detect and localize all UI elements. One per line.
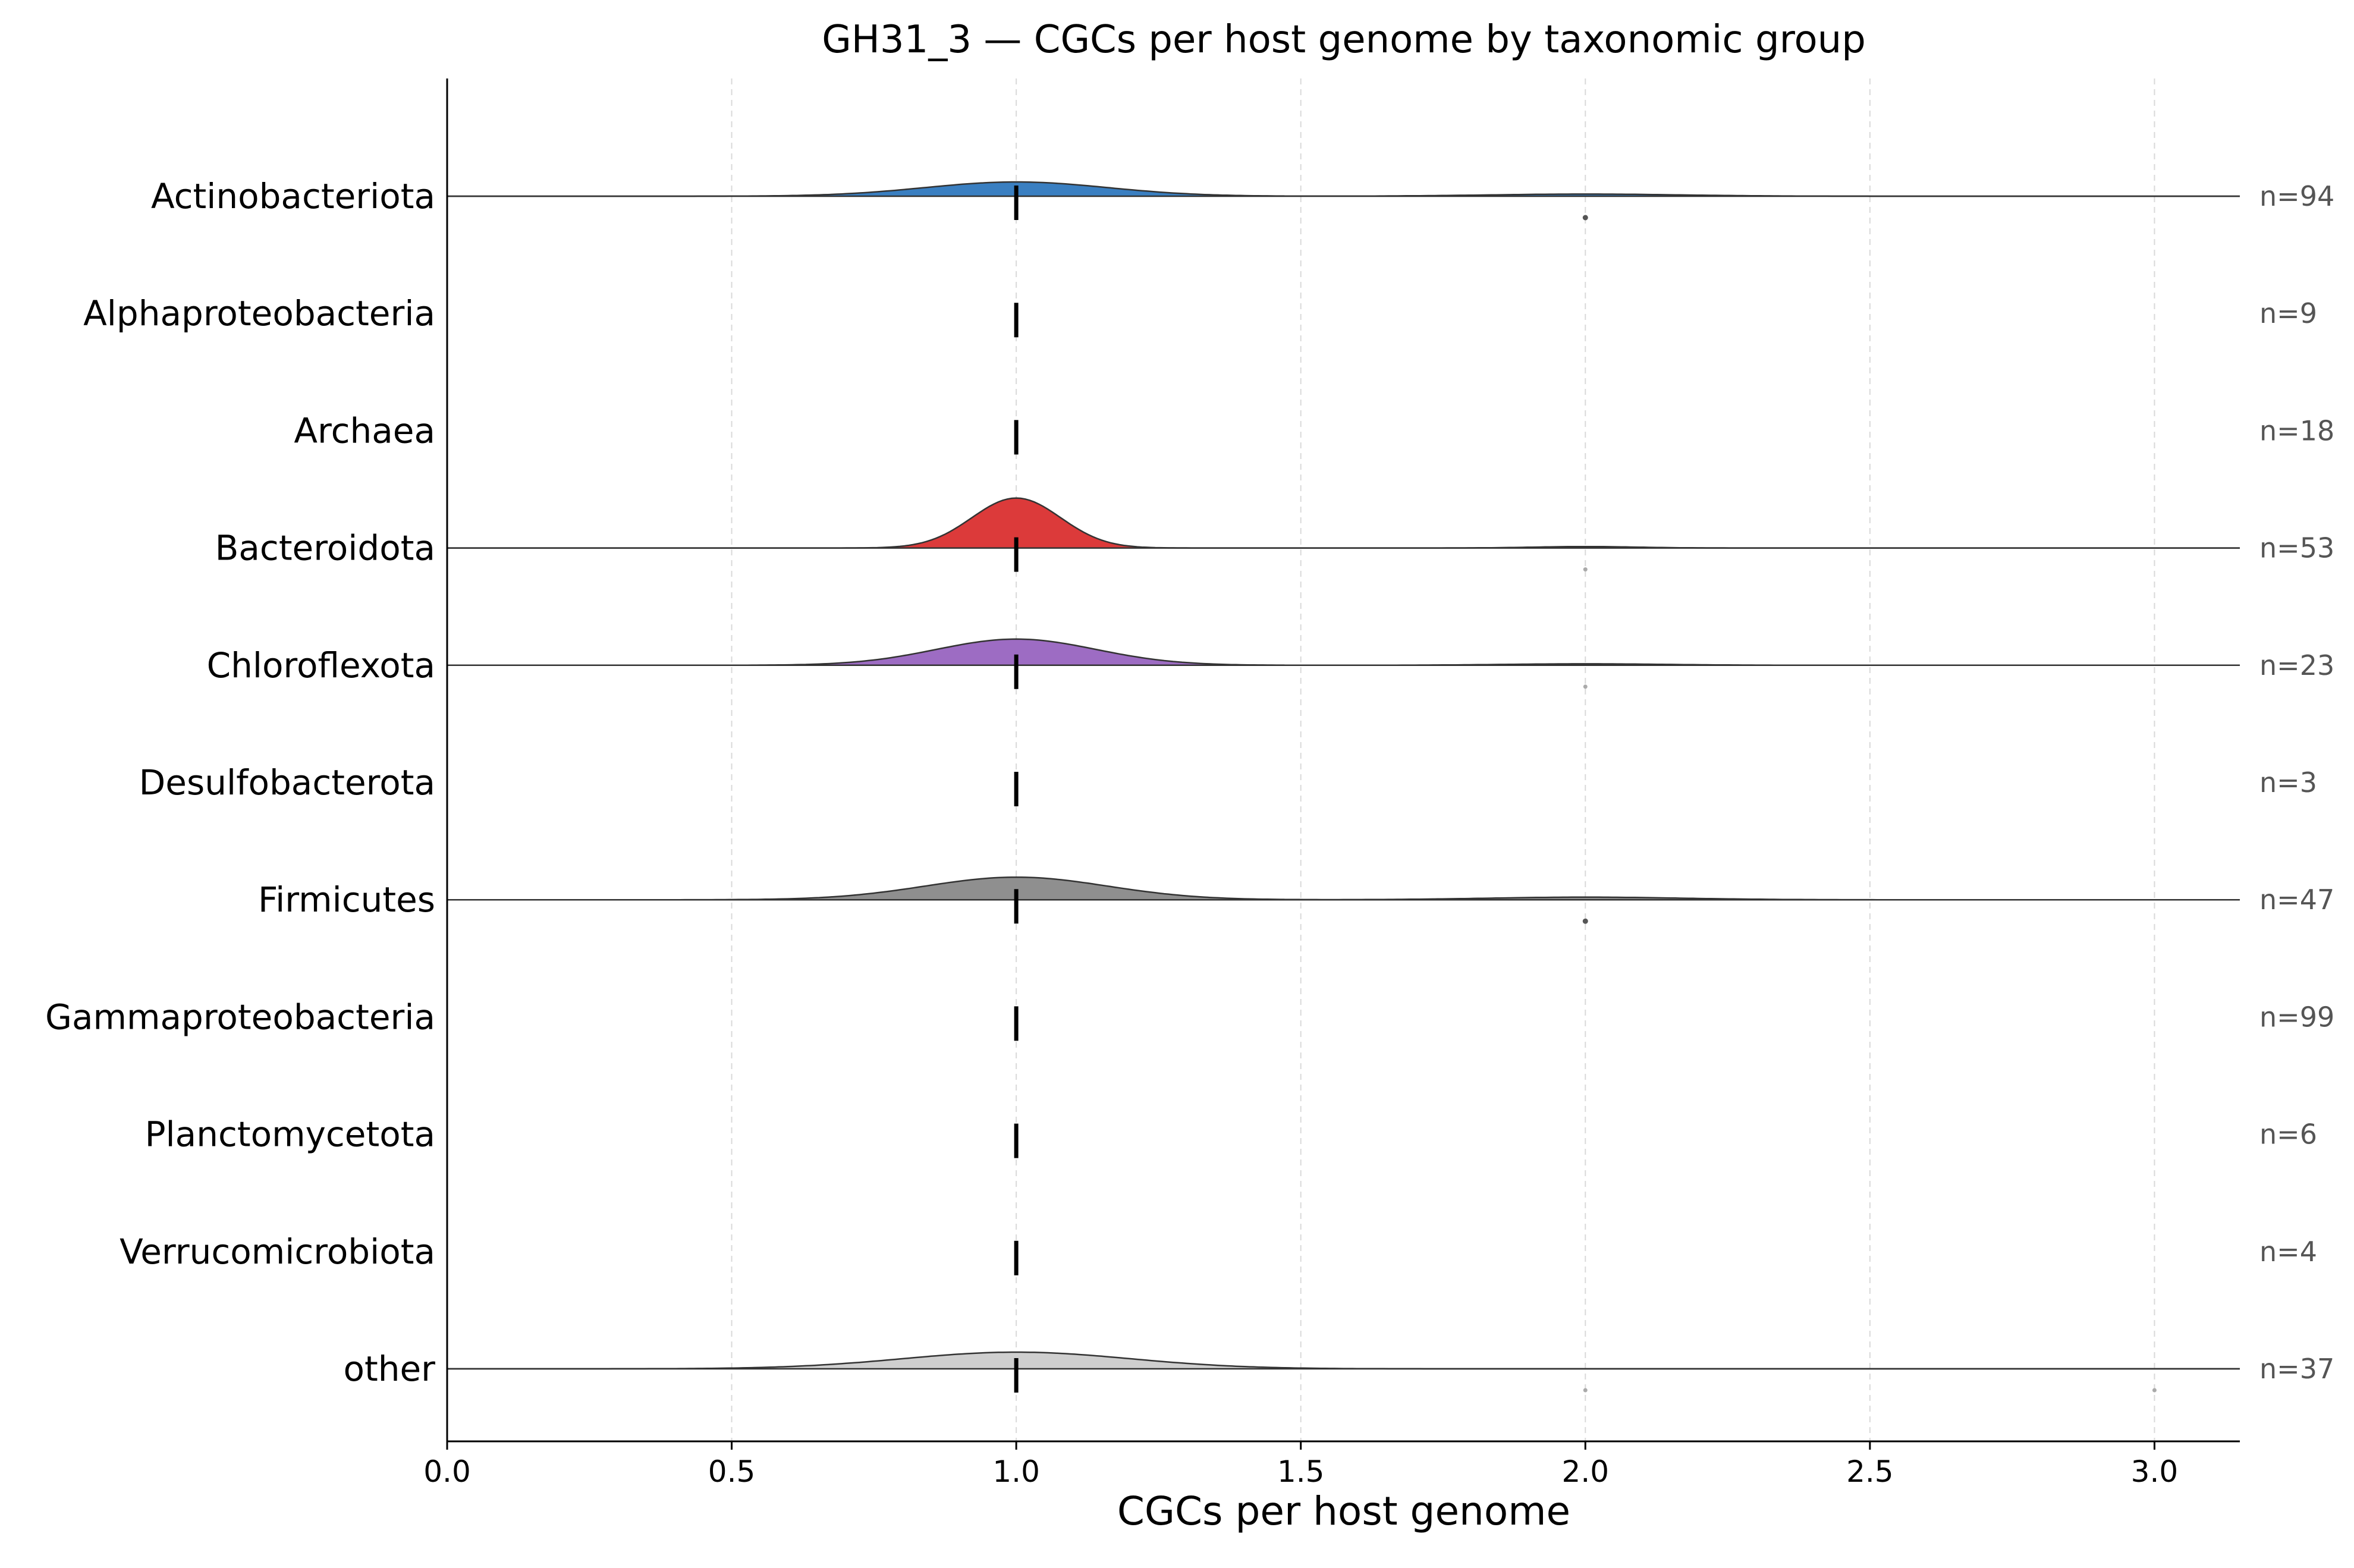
sample-size-label: n=4 bbox=[2259, 1236, 2317, 1268]
sample-size-labels: n=94 n=9 n=18 n=53 n=23 n=3 n=47 n=99 n=6 n=4 n=37 bbox=[2259, 180, 2334, 1385]
outlier-point bbox=[1582, 918, 1588, 924]
x-tick-label: 1.5 bbox=[1277, 1454, 1325, 1489]
x-tick-label: 1.0 bbox=[992, 1454, 1040, 1489]
sample-size-label: n=6 bbox=[2259, 1118, 2317, 1151]
ridge-density-fill bbox=[447, 877, 2240, 900]
sample-size-label: n=53 bbox=[2259, 532, 2334, 564]
ridge-group bbox=[447, 1351, 2240, 1393]
ridge-density-fill bbox=[447, 182, 2240, 196]
sample-size-label: n=23 bbox=[2259, 649, 2334, 681]
y-tick-label: Alphaproteobacteria bbox=[83, 293, 435, 334]
ridge-group bbox=[447, 638, 2240, 689]
chart-title: GH31_3 — CGCs per host genome by taxonom… bbox=[822, 18, 1866, 62]
y-tick-label: Archaea bbox=[294, 410, 435, 451]
ridge-density-fill bbox=[447, 639, 2240, 665]
outlier-point bbox=[1582, 215, 1588, 221]
y-tick-label: Planctomycetota bbox=[145, 1114, 435, 1155]
outlier-point bbox=[2152, 1388, 2157, 1393]
ridge-group bbox=[447, 876, 2240, 924]
y-tick-label: Firmicutes bbox=[258, 879, 435, 920]
x-tick-label: 0.5 bbox=[708, 1454, 756, 1489]
y-tick-label: other bbox=[343, 1349, 435, 1389]
outlier-point bbox=[1583, 1388, 1588, 1393]
sample-size-label: n=37 bbox=[2259, 1353, 2334, 1385]
outlier-point bbox=[1583, 684, 1588, 689]
y-tick-label: Actinobacteriota bbox=[151, 176, 435, 216]
x-axis-label: CGCs per host genome bbox=[1117, 1488, 1570, 1534]
ridge-density-fill bbox=[447, 1352, 2240, 1369]
x-tick-label: 0.0 bbox=[423, 1454, 471, 1489]
sample-size-label: n=99 bbox=[2259, 1001, 2334, 1033]
y-tick-labels: Actinobacteriota Alphaproteobacteria Archa… bbox=[45, 176, 435, 1389]
ridge-group bbox=[447, 497, 2240, 572]
y-tick-label: Desulfobacterota bbox=[139, 762, 435, 803]
sample-size-label: n=3 bbox=[2259, 766, 2317, 799]
y-tick-label: Gammaproteobacteria bbox=[45, 997, 435, 1037]
y-tick-label: Bacteroidota bbox=[215, 528, 435, 568]
ridges bbox=[447, 181, 2240, 1393]
sample-size-label: n=18 bbox=[2259, 414, 2334, 447]
x-tick-label: 2.0 bbox=[1562, 1454, 1610, 1489]
outlier-point bbox=[1583, 567, 1588, 572]
x-ticks: 0.0 0.5 1.0 1.5 2.0 2.5 3.0 bbox=[423, 1441, 2178, 1489]
sample-size-label: n=9 bbox=[2259, 297, 2317, 329]
sample-size-label: n=47 bbox=[2259, 884, 2334, 916]
x-tick-label: 3.0 bbox=[2131, 1454, 2179, 1489]
axes bbox=[446, 78, 2240, 1443]
y-tick-label: Chloroflexota bbox=[207, 645, 435, 686]
sample-size-label: n=94 bbox=[2259, 180, 2334, 212]
x-tick-label: 2.5 bbox=[1846, 1454, 1894, 1489]
y-tick-label: Verrucomicrobiota bbox=[120, 1231, 435, 1272]
ridge-group bbox=[447, 181, 2240, 221]
